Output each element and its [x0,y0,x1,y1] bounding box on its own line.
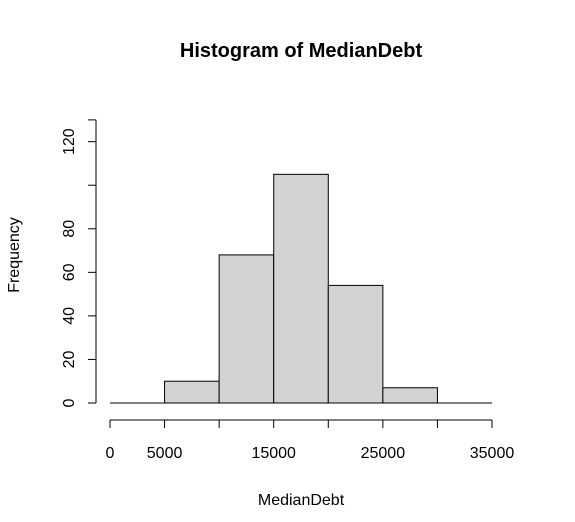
y-tick-label: 120 [61,128,78,155]
y-axis-label: Frequency [6,217,23,293]
histogram-bar [164,380,220,404]
x-tick-label: 0 [106,445,115,462]
y-tick-label: 20 [61,350,78,368]
histogram-bar [327,284,384,404]
y-tick-label: 40 [61,307,78,325]
x-tick-label: 25000 [361,445,406,462]
x-axis-label: MedianDebt [258,492,345,509]
histogram-bar [273,173,329,404]
y-tick-label: 0 [61,398,78,407]
bars-group [110,173,492,404]
y-axis: 0 20 40 60 80 120 [61,119,97,407]
y-tick-label: 80 [61,220,78,238]
chart-title: Histogram of MedianDebt [180,40,423,62]
x-tick-label: 5000 [147,445,183,462]
x-tick-label: 35000 [470,445,515,462]
x-axis: 0 5000 15000 25000 35000 [106,419,515,462]
histogram-bar [218,254,275,404]
y-tick-label: 60 [61,263,78,281]
histogram-bar [382,387,438,404]
x-tick-label: 15000 [251,445,296,462]
